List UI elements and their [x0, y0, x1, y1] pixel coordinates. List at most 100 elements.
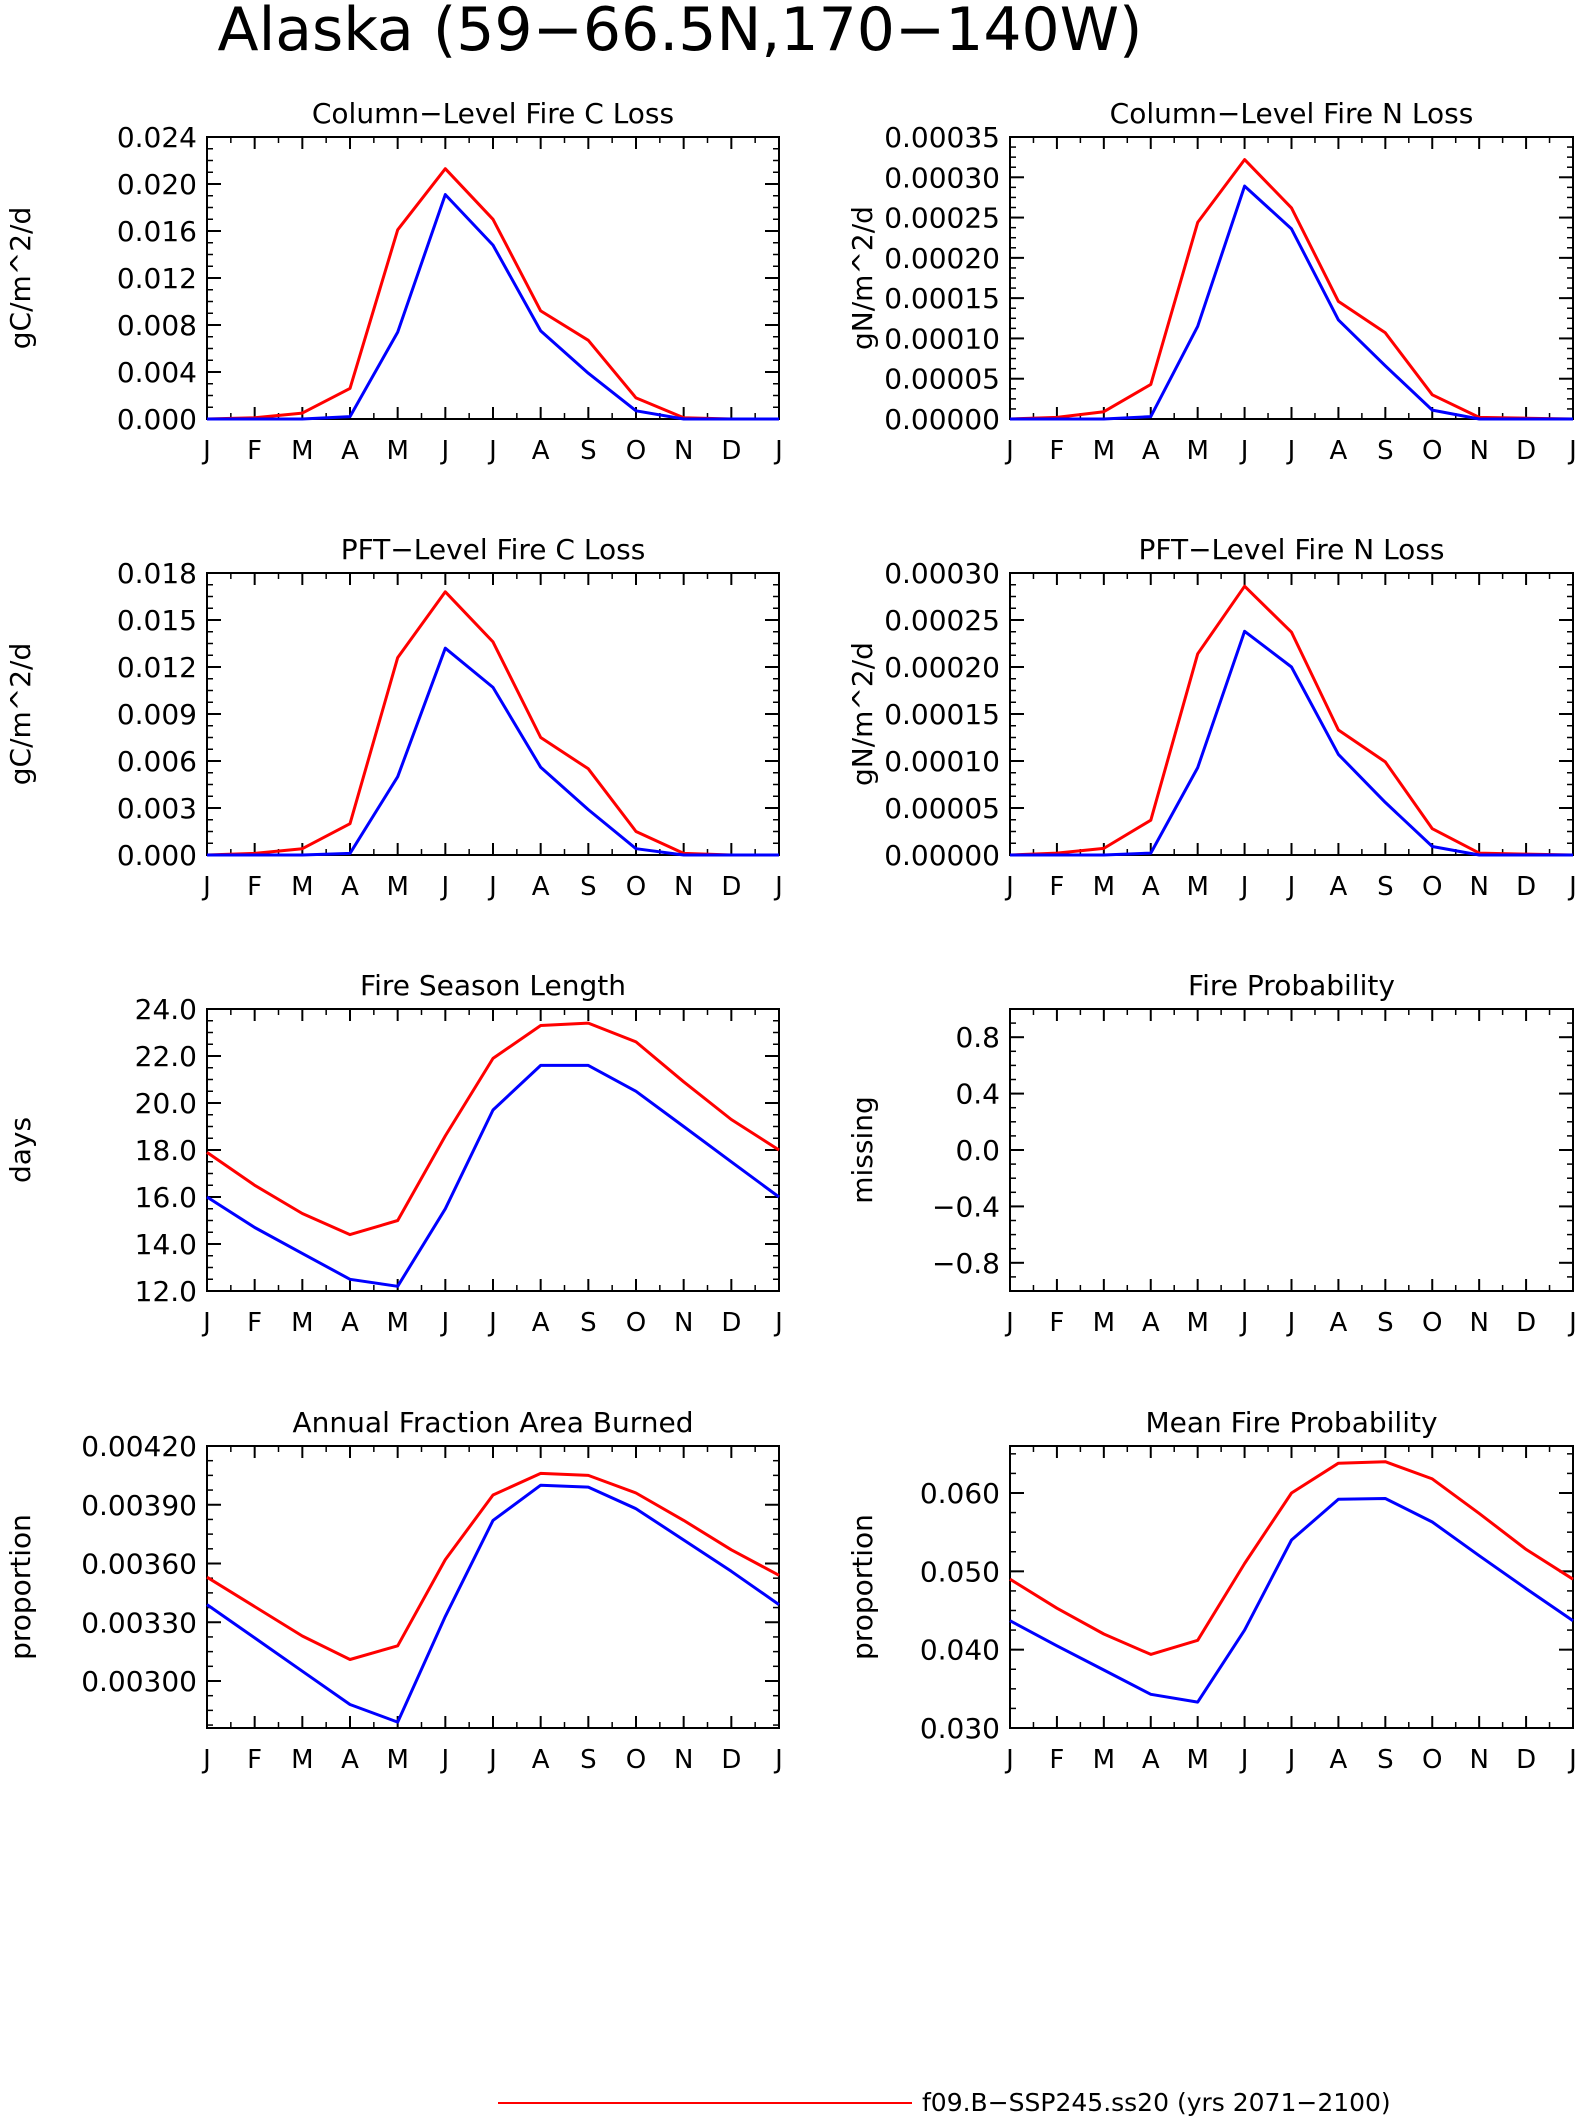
x-tick-label: J	[1004, 1745, 1014, 1775]
y-tick-label: 0.018	[117, 557, 197, 590]
x-tick-label: A	[1142, 872, 1160, 902]
y-tick-label: 0.00000	[884, 403, 1000, 436]
x-tick-label: J	[1286, 1308, 1296, 1338]
x-tick-label: M	[291, 872, 313, 902]
x-tick-label: F	[247, 872, 262, 902]
x-tick-label: A	[341, 1308, 359, 1338]
y-tick-label: 20.0	[135, 1087, 197, 1120]
x-tick-label: S	[580, 436, 597, 466]
x-tick-label: M	[1186, 1308, 1208, 1338]
y-tick-label: 0.020	[117, 168, 197, 201]
x-tick-label: J	[1567, 436, 1577, 466]
x-tick-label: J	[439, 1745, 449, 1775]
y-tick-label: 0.00015	[884, 282, 1000, 315]
x-tick-label: A	[532, 1745, 550, 1775]
x-tick-label: O	[626, 872, 646, 902]
plot-frame	[1009, 136, 1574, 420]
y-tick-label: 0.030	[920, 1712, 1000, 1745]
chart-title: Fire Season Length	[360, 969, 626, 1002]
x-tick-label: M	[1186, 1745, 1208, 1775]
chart-panel-7: J F M A M J J A S O N D J0.003000.003300.003600.0039…	[4, 1406, 783, 1775]
chart-title: Fire Probability	[1188, 969, 1395, 1002]
x-tick-label: A	[1330, 436, 1348, 466]
x-tick-label: M	[1093, 1745, 1115, 1775]
y-tick-label: 0.00015	[884, 698, 1000, 731]
x-tick-label: D	[721, 436, 741, 466]
series-line-red	[206, 1021, 780, 1237]
series-line-red	[206, 167, 779, 421]
x-tick-label: J	[487, 872, 497, 902]
y-tick-label: 0.4	[955, 1078, 1000, 1111]
series-line-blue	[1010, 184, 1573, 421]
chart-panel-2: J F M A M J J A S O N D J0.000000.000050.000100.0001…	[846, 97, 1577, 466]
x-tick-label: M	[1186, 872, 1208, 902]
x-tick-label: M	[291, 436, 313, 466]
x-tick-label: N	[674, 872, 693, 902]
x-tick-label: S	[1377, 1308, 1394, 1338]
x-tick-label: J	[439, 1308, 449, 1338]
series-line-blue	[207, 646, 779, 857]
x-tick-label: J	[1239, 872, 1249, 902]
series-line-red	[206, 1471, 780, 1661]
x-tick-label: J	[439, 872, 449, 902]
series-line-red	[1009, 1460, 1574, 1656]
y-tick-label: 0.00300	[81, 1665, 197, 1698]
y-tick-label: 0.00025	[884, 604, 1000, 637]
x-tick-label: N	[674, 436, 693, 466]
chart-title: PFT−Level Fire N Loss	[1138, 533, 1444, 566]
y-tick-label: −0.4	[932, 1190, 1000, 1223]
x-tick-label: J	[1286, 1745, 1296, 1775]
y-tick-label: 0.012	[117, 651, 197, 684]
series-line-blue	[1009, 1497, 1574, 1704]
plot-frame	[206, 1445, 780, 1729]
x-tick-label: M	[1093, 872, 1115, 902]
x-tick-label: J	[1239, 436, 1249, 466]
x-tick-label: D	[1516, 872, 1536, 902]
y-tick-label: 14.0	[135, 1228, 197, 1261]
plot-frame	[206, 572, 780, 856]
series-line-red	[1009, 158, 1574, 421]
x-tick-label: J	[773, 1308, 783, 1338]
y-tick-label: 0.8	[955, 1021, 1000, 1054]
x-tick-label: J	[487, 436, 497, 466]
y-tick-label: 0.015	[117, 604, 197, 637]
x-tick-label: O	[626, 1308, 646, 1338]
y-axis-label: proportion	[846, 1514, 879, 1660]
x-tick-label: S	[580, 872, 597, 902]
y-tick-label: 0.0	[955, 1134, 1000, 1167]
y-tick-label: 0.000	[117, 839, 197, 872]
y-tick-label: 0.024	[117, 121, 197, 154]
y-axis-label: gC/m^2/d	[4, 643, 37, 786]
x-tick-label: F	[247, 1308, 262, 1338]
x-tick-label: J	[201, 1308, 211, 1338]
x-tick-label: J	[1004, 872, 1014, 902]
y-tick-label: 0.00025	[884, 202, 1000, 235]
y-tick-label: 0.050	[920, 1555, 1000, 1588]
x-tick-label: J	[201, 872, 211, 902]
x-tick-label: D	[1516, 1308, 1536, 1338]
x-tick-label: N	[674, 1308, 693, 1338]
x-tick-label: A	[532, 1308, 550, 1338]
x-tick-label: J	[1567, 1308, 1577, 1338]
x-tick-label: N	[674, 1745, 693, 1775]
y-tick-label: 0.009	[117, 698, 197, 731]
x-tick-label: A	[341, 1745, 359, 1775]
y-tick-label: 0.00020	[884, 651, 1000, 684]
y-tick-label: 0.00030	[884, 557, 1000, 590]
x-tick-label: N	[1469, 436, 1488, 466]
x-tick-label: O	[626, 1745, 646, 1775]
y-tick-label: 0.004	[117, 356, 197, 389]
x-tick-label: D	[721, 1308, 741, 1338]
y-axis-label: gN/m^2/d	[846, 642, 879, 786]
y-tick-label: 24.0	[135, 993, 197, 1026]
x-tick-label: S	[580, 1745, 597, 1775]
x-tick-label: S	[1377, 436, 1394, 466]
x-tick-label: S	[580, 1308, 597, 1338]
x-tick-label: J	[773, 1745, 783, 1775]
y-tick-label: 0.00010	[884, 745, 1000, 778]
y-tick-label: 0.016	[117, 215, 197, 248]
x-tick-label: J	[1004, 1308, 1014, 1338]
x-tick-label: A	[1330, 872, 1348, 902]
